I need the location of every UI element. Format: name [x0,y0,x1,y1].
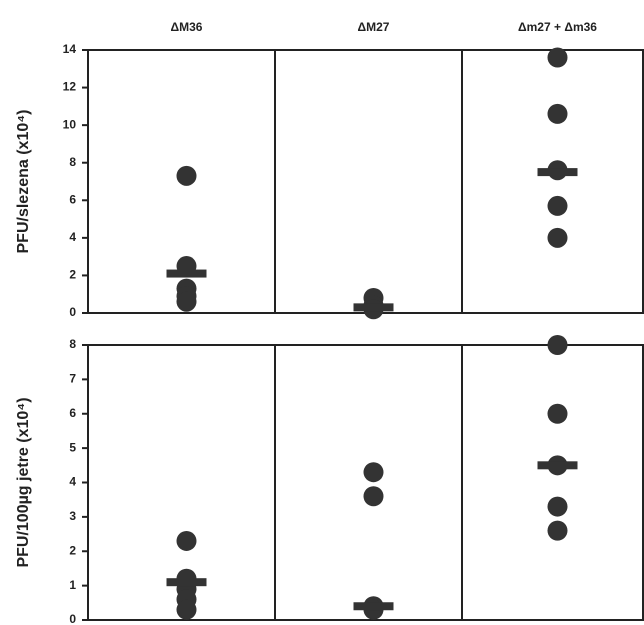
data-point [547,227,568,248]
median-bar [166,578,207,587]
data-point [363,462,384,483]
data-point [547,520,568,541]
data-point [176,530,197,551]
column-label: ΔM36 [171,20,203,34]
y-tick-label: 8 [69,155,76,169]
y-tick-label: 7 [69,372,76,386]
data-point [176,291,197,312]
data-point [363,486,384,507]
median-bar [537,461,578,470]
y-tick-label: 2 [69,268,76,282]
median-bar [353,303,394,312]
y-tick-label: 10 [63,117,77,131]
y-tick-label: 0 [69,612,76,625]
data-point [547,103,568,124]
y-tick-label: 3 [69,509,76,523]
y-tick-label: 4 [69,230,76,244]
y-tick-label: 6 [69,406,76,420]
y-axis-label: PFU/100µg jetre (x10⁴) [15,397,32,567]
data-point [547,335,568,355]
median-bar [166,269,207,278]
median-bar [537,168,578,177]
y-tick-label: 4 [69,475,76,489]
y-tick-label: 12 [63,80,77,94]
data-point [547,47,568,68]
data-point [176,599,197,620]
data-point [547,195,568,216]
median-bar [353,602,394,611]
y-tick-label: 0 [69,305,76,319]
y-tick-label: 14 [63,42,77,56]
y-tick-label: 2 [69,543,76,557]
data-point [547,496,568,517]
column-label: ΔM27 [358,20,390,34]
y-axis-label: PFU/slezena (x10⁴) [15,110,32,254]
y-tick-label: 8 [69,337,76,351]
data-point [547,403,568,424]
y-tick-label: 1 [69,578,76,592]
data-point [176,165,197,186]
y-tick-label: 5 [69,440,76,454]
y-tick-label: 6 [69,192,76,206]
column-label: Δm27 + Δm36 [518,20,597,34]
